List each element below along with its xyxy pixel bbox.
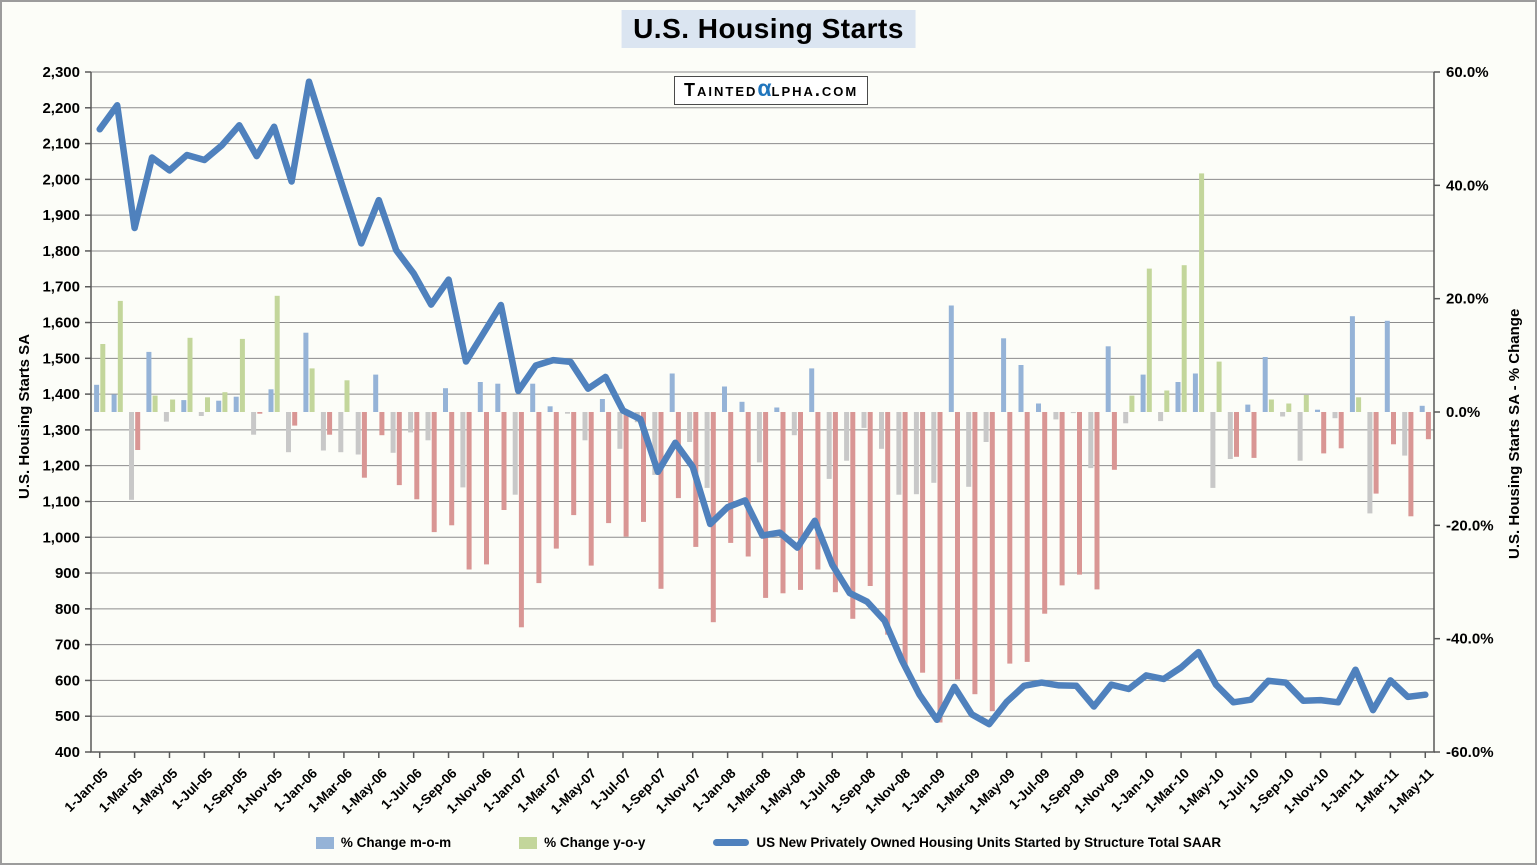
gridlines: [91, 71, 1434, 717]
svg-text:1,800: 1,800: [42, 243, 80, 260]
svg-text:60.0%: 60.0%: [1446, 64, 1489, 81]
legend-label-yoy: % Change y-o-y: [544, 835, 646, 850]
legend-item-saar-line: US New Privately Owned Housing Units Sta…: [713, 835, 1221, 850]
svg-text:1,900: 1,900: [42, 207, 80, 224]
saar-line: [96, 78, 1429, 728]
bars-mom: [94, 305, 1425, 514]
watermark-alpha-glyph: α: [757, 75, 772, 101]
svg-text:800: 800: [55, 601, 80, 618]
svg-text:-20.0%: -20.0%: [1446, 517, 1494, 534]
svg-text:1,600: 1,600: [42, 315, 80, 332]
svg-text:1,400: 1,400: [42, 386, 80, 403]
chart-title: U.S. Housing Starts: [621, 10, 916, 48]
svg-text:40.0%: 40.0%: [1446, 177, 1489, 194]
legend-label-saar-line: US New Privately Owned Housing Units Sta…: [756, 835, 1222, 850]
legend-item-mom: % Change m-o-m: [315, 835, 452, 850]
svg-text:900: 900: [55, 565, 80, 582]
saar-line-swatch-icon: [713, 839, 750, 846]
svg-text:-40.0%: -40.0%: [1446, 631, 1494, 648]
svg-text:400: 400: [55, 744, 80, 761]
right-axis-labels: 60.0% 40.0% 20.0% 0.0% -20.0% -40.0% -60.0%: [1434, 64, 1494, 761]
svg-text:1,000: 1,000: [42, 529, 80, 546]
x-axis-labels: 1-Jan-051-Mar-051-May-051-Jul-051-Sep-05…: [61, 752, 1437, 817]
svg-text:600: 600: [55, 672, 80, 689]
svg-text:1,700: 1,700: [42, 279, 80, 296]
legend-label-mom: % Change m-o-m: [340, 835, 452, 850]
yoy-swatch-icon: [519, 836, 538, 849]
svg-text:2,300: 2,300: [42, 64, 80, 81]
svg-text:1,300: 1,300: [42, 422, 80, 439]
svg-text:-60.0%: -60.0%: [1446, 744, 1494, 761]
left-axis-labels: 2,300 2,200 2,100 2,000 1,900 1,800 1,700 1,600…: [42, 64, 91, 761]
svg-text:0.0%: 0.0%: [1446, 404, 1480, 421]
mom-swatch-icon: [315, 836, 334, 849]
svg-text:20.0%: 20.0%: [1446, 291, 1489, 308]
svg-text:2,000: 2,000: [42, 171, 80, 188]
svg-text:2,200: 2,200: [42, 100, 80, 117]
svg-text:500: 500: [55, 708, 80, 725]
watermark-text-left: Tainted: [684, 80, 758, 100]
svg-text:1,100: 1,100: [42, 493, 80, 510]
svg-text:700: 700: [55, 637, 80, 654]
watermark-text-right: lpha.com: [771, 80, 859, 100]
svg-text:1,200: 1,200: [42, 458, 80, 475]
svg-text:1,500: 1,500: [42, 350, 80, 367]
watermark: Taintedαlpha.com: [674, 75, 869, 105]
legend-item-yoy: % Change y-o-y: [519, 835, 645, 850]
chart-legend: % Change m-o-m % Change y-o-y US New Pri…: [2, 835, 1535, 850]
svg-text:2,100: 2,100: [42, 136, 80, 153]
